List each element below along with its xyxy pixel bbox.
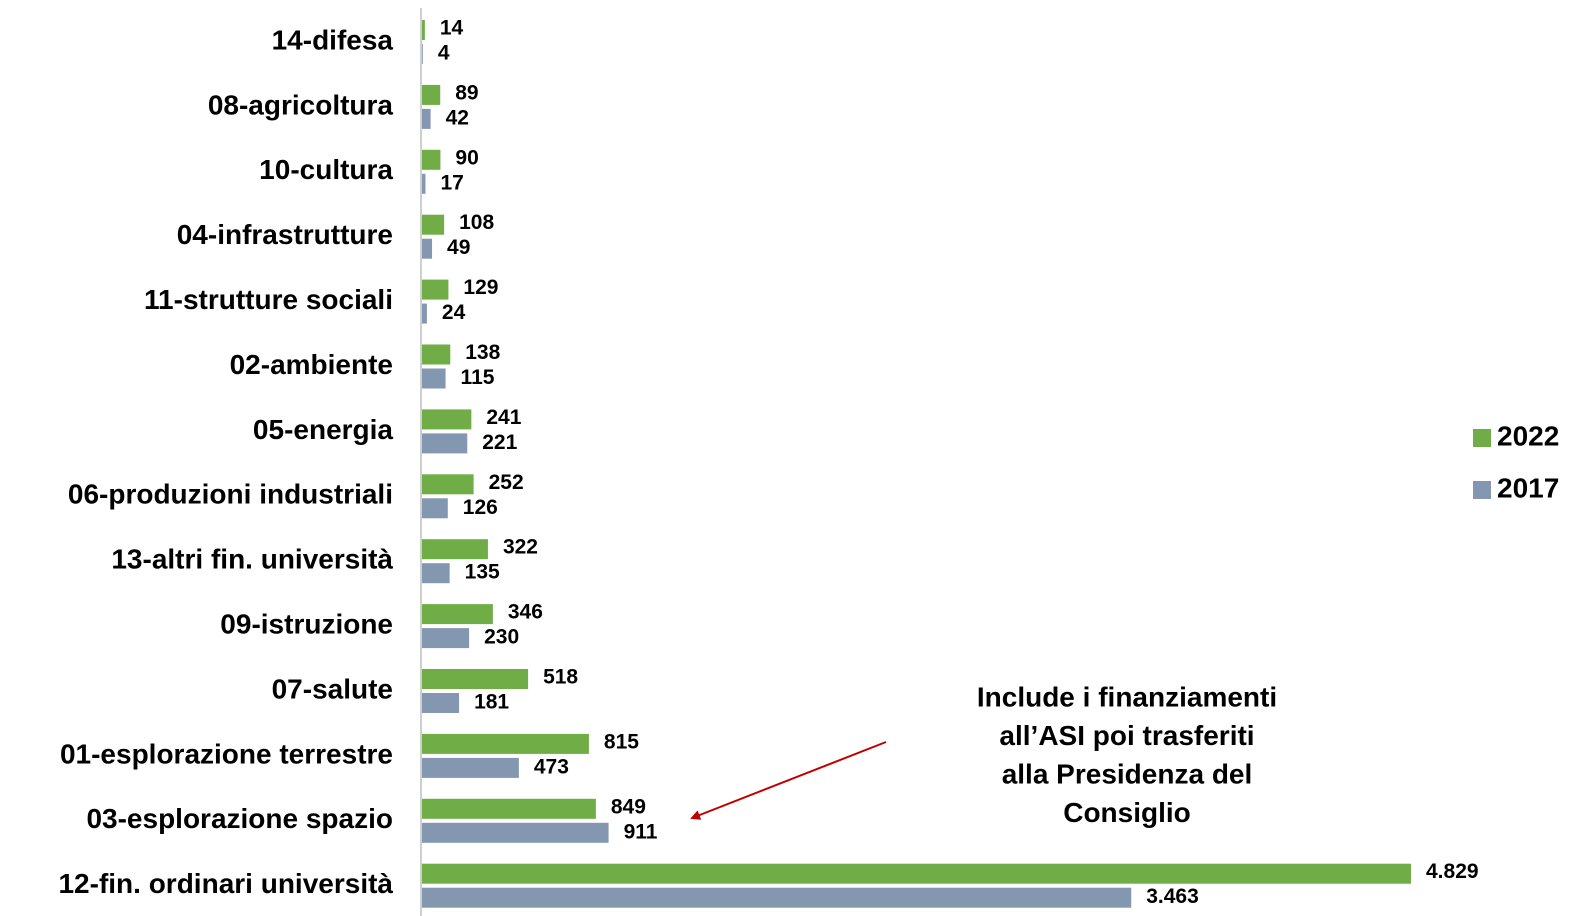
bar bbox=[422, 863, 1411, 884]
bar bbox=[422, 214, 445, 235]
category-label: 11-strutture sociali bbox=[144, 284, 393, 315]
bar bbox=[422, 822, 609, 843]
bar bbox=[422, 108, 431, 129]
bar bbox=[422, 303, 427, 324]
annotation-text: all’ASI poi trasferiti bbox=[999, 720, 1254, 751]
bar bbox=[422, 757, 519, 778]
bar bbox=[422, 539, 488, 560]
category-label: 05-energia bbox=[253, 414, 393, 445]
value-label: 4.829 bbox=[1426, 860, 1479, 883]
category-label: 09-istruzione bbox=[220, 608, 393, 639]
bar bbox=[422, 368, 446, 389]
value-label: 322 bbox=[503, 536, 538, 559]
value-label: 252 bbox=[489, 471, 524, 494]
category-label: 06-produzioni industriali bbox=[68, 479, 393, 510]
bar bbox=[422, 173, 426, 194]
bar bbox=[422, 433, 468, 454]
value-label: 815 bbox=[604, 730, 639, 753]
legend-swatch bbox=[1473, 429, 1491, 447]
category-label: 12-fin. ordinari università bbox=[58, 868, 393, 899]
legend-label: 2022 bbox=[1497, 420, 1559, 451]
value-label: 17 bbox=[440, 171, 463, 194]
bar bbox=[422, 474, 474, 495]
bar bbox=[422, 498, 448, 519]
category-label: 02-ambiente bbox=[230, 349, 393, 380]
value-label: 108 bbox=[459, 211, 494, 234]
bar bbox=[422, 563, 450, 584]
bar bbox=[422, 887, 1132, 908]
bar bbox=[422, 693, 460, 713]
value-label: 849 bbox=[611, 795, 646, 818]
value-label: 24 bbox=[442, 301, 466, 324]
value-label: 230 bbox=[484, 626, 519, 649]
bar bbox=[422, 604, 493, 625]
bar bbox=[422, 409, 472, 430]
annotation-text: Consiglio bbox=[1063, 797, 1191, 828]
value-label: 89 bbox=[455, 81, 478, 104]
value-label: 4 bbox=[438, 42, 450, 65]
value-label: 138 bbox=[465, 341, 500, 364]
value-label: 49 bbox=[447, 236, 470, 259]
category-label: 04-infrastrutture bbox=[177, 219, 393, 250]
bar bbox=[422, 238, 433, 259]
category-label: 10-cultura bbox=[259, 154, 393, 185]
bar bbox=[422, 20, 425, 40]
bar bbox=[422, 733, 589, 754]
category-label: 07-salute bbox=[272, 673, 393, 704]
bar bbox=[422, 84, 441, 105]
value-label: 129 bbox=[463, 276, 498, 299]
value-label: 241 bbox=[486, 406, 521, 429]
value-label: 115 bbox=[461, 366, 495, 389]
bar bbox=[422, 798, 596, 819]
category-label: 08-agricoltura bbox=[208, 89, 394, 120]
value-label: 90 bbox=[455, 146, 478, 169]
value-label: 181 bbox=[474, 691, 509, 714]
annotation-arrow bbox=[690, 741, 887, 820]
value-label: 346 bbox=[508, 601, 543, 624]
value-label: 135 bbox=[465, 561, 500, 584]
category-label: 14-difesa bbox=[272, 24, 394, 55]
annotation-text: alla Presidenza del bbox=[1002, 758, 1253, 789]
bar bbox=[422, 279, 449, 300]
bar bbox=[422, 628, 470, 649]
bar bbox=[422, 44, 423, 64]
value-label: 126 bbox=[463, 496, 498, 519]
bar bbox=[422, 669, 529, 689]
value-label: 221 bbox=[482, 431, 517, 454]
bar bbox=[422, 344, 451, 365]
bar bbox=[422, 149, 441, 170]
legend-label: 2017 bbox=[1497, 472, 1559, 503]
value-label: 911 bbox=[624, 820, 658, 843]
value-label: 14 bbox=[440, 17, 464, 40]
category-label: 03-esplorazione spazio bbox=[86, 803, 393, 834]
value-label: 42 bbox=[446, 106, 469, 129]
category-label: 01-esplorazione terrestre bbox=[60, 738, 393, 769]
value-label: 3.463 bbox=[1146, 885, 1199, 908]
value-label: 518 bbox=[543, 666, 578, 689]
value-label: 473 bbox=[534, 755, 569, 778]
category-label: 13-altri fin. università bbox=[111, 544, 393, 575]
annotation-text: Include i finanziamenti bbox=[977, 681, 1277, 712]
legend-swatch bbox=[1473, 481, 1491, 499]
